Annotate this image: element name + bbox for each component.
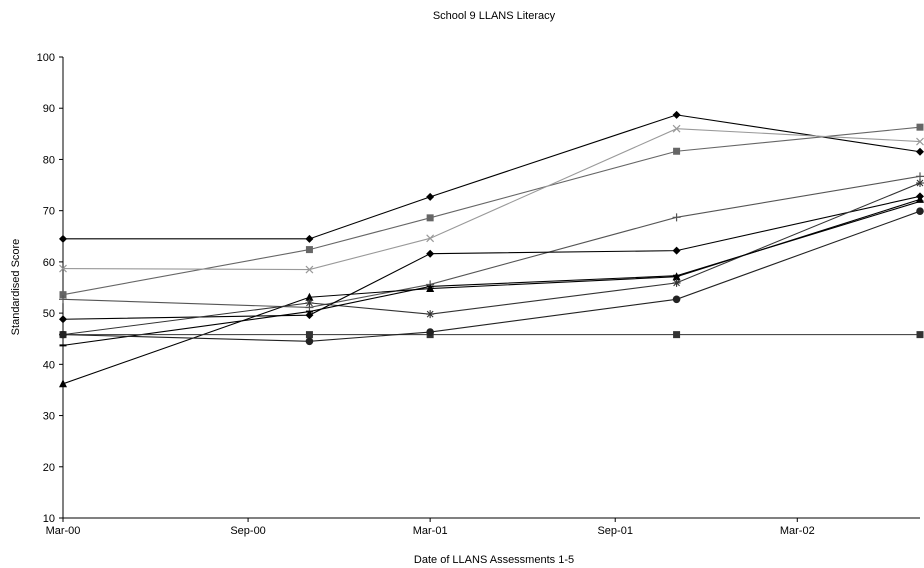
x-tick-label: Mar-01 bbox=[413, 525, 448, 537]
series-4 bbox=[59, 172, 924, 312]
series-5 bbox=[59, 192, 924, 324]
data-point bbox=[673, 147, 681, 155]
data-point bbox=[59, 295, 67, 304]
axes: 10 20 30 40 50 60 70 80 90 100 Mar-00 Sep-00 Mar-01 S… bbox=[37, 52, 920, 537]
series-line bbox=[62, 175, 921, 309]
data-point bbox=[426, 249, 435, 258]
data-point bbox=[916, 123, 924, 131]
data-point bbox=[59, 379, 67, 388]
series-8 bbox=[59, 200, 924, 347]
data-point bbox=[672, 295, 681, 304]
data-point bbox=[59, 234, 67, 243]
data-point bbox=[305, 265, 314, 274]
series-3 bbox=[59, 124, 924, 274]
data-point bbox=[305, 311, 314, 320]
y-tick-label: 30 bbox=[43, 411, 55, 423]
series-line bbox=[62, 128, 921, 271]
plot-area bbox=[59, 110, 924, 388]
data-point bbox=[305, 337, 314, 346]
x-tick-label: Mar-00 bbox=[46, 525, 81, 537]
data-point bbox=[426, 214, 434, 222]
y-tick-label: 50 bbox=[43, 308, 55, 320]
data-point bbox=[916, 179, 924, 188]
x-tick-label: Mar-02 bbox=[780, 525, 815, 537]
data-point bbox=[59, 330, 67, 339]
series-line bbox=[62, 198, 921, 385]
series-line bbox=[62, 182, 921, 336]
data-point bbox=[305, 246, 313, 254]
x-tick-label: Sep-00 bbox=[230, 525, 265, 537]
data-point bbox=[426, 284, 435, 293]
data-point bbox=[672, 213, 681, 222]
y-tick-label: 10 bbox=[43, 513, 55, 525]
series-9 bbox=[59, 331, 924, 339]
data-point bbox=[672, 246, 681, 255]
data-point bbox=[305, 298, 314, 307]
data-point bbox=[672, 278, 681, 287]
series-line bbox=[63, 114, 921, 240]
y-tick-label: 90 bbox=[43, 103, 55, 115]
data-point bbox=[916, 147, 924, 156]
data-point bbox=[59, 264, 67, 273]
series-line bbox=[62, 210, 921, 342]
data-point bbox=[305, 292, 314, 301]
y-tick-label: 70 bbox=[43, 206, 55, 218]
series-10 bbox=[59, 207, 924, 346]
y-axis-label: Standardised Score bbox=[10, 239, 22, 336]
data-point bbox=[916, 137, 924, 146]
data-point bbox=[59, 291, 67, 299]
x-axis-label: Date of LLANS Assessments 1-5 bbox=[414, 554, 574, 566]
data-point bbox=[426, 234, 435, 243]
data-point bbox=[305, 331, 313, 339]
data-point bbox=[673, 331, 681, 339]
series-1 bbox=[59, 110, 924, 243]
y-tick-label: 40 bbox=[43, 359, 55, 371]
data-point bbox=[305, 234, 314, 243]
x-tick-label: Sep-01 bbox=[597, 525, 632, 537]
data-point bbox=[426, 192, 435, 201]
y-tick-label: 20 bbox=[43, 462, 55, 474]
series-6 bbox=[59, 194, 924, 388]
data-point bbox=[426, 328, 434, 336]
series-2 bbox=[59, 123, 924, 299]
data-point bbox=[672, 124, 681, 133]
data-point bbox=[672, 110, 681, 119]
y-tick-label: 100 bbox=[37, 52, 55, 64]
data-point bbox=[916, 331, 924, 339]
data-point bbox=[916, 207, 924, 215]
y-tick-label: 80 bbox=[43, 154, 55, 166]
data-point bbox=[426, 310, 435, 319]
data-point bbox=[59, 315, 67, 324]
series-7 bbox=[59, 179, 924, 339]
chart-title: School 9 LLANS Literacy bbox=[433, 10, 556, 22]
y-tick-label: 60 bbox=[43, 257, 55, 269]
